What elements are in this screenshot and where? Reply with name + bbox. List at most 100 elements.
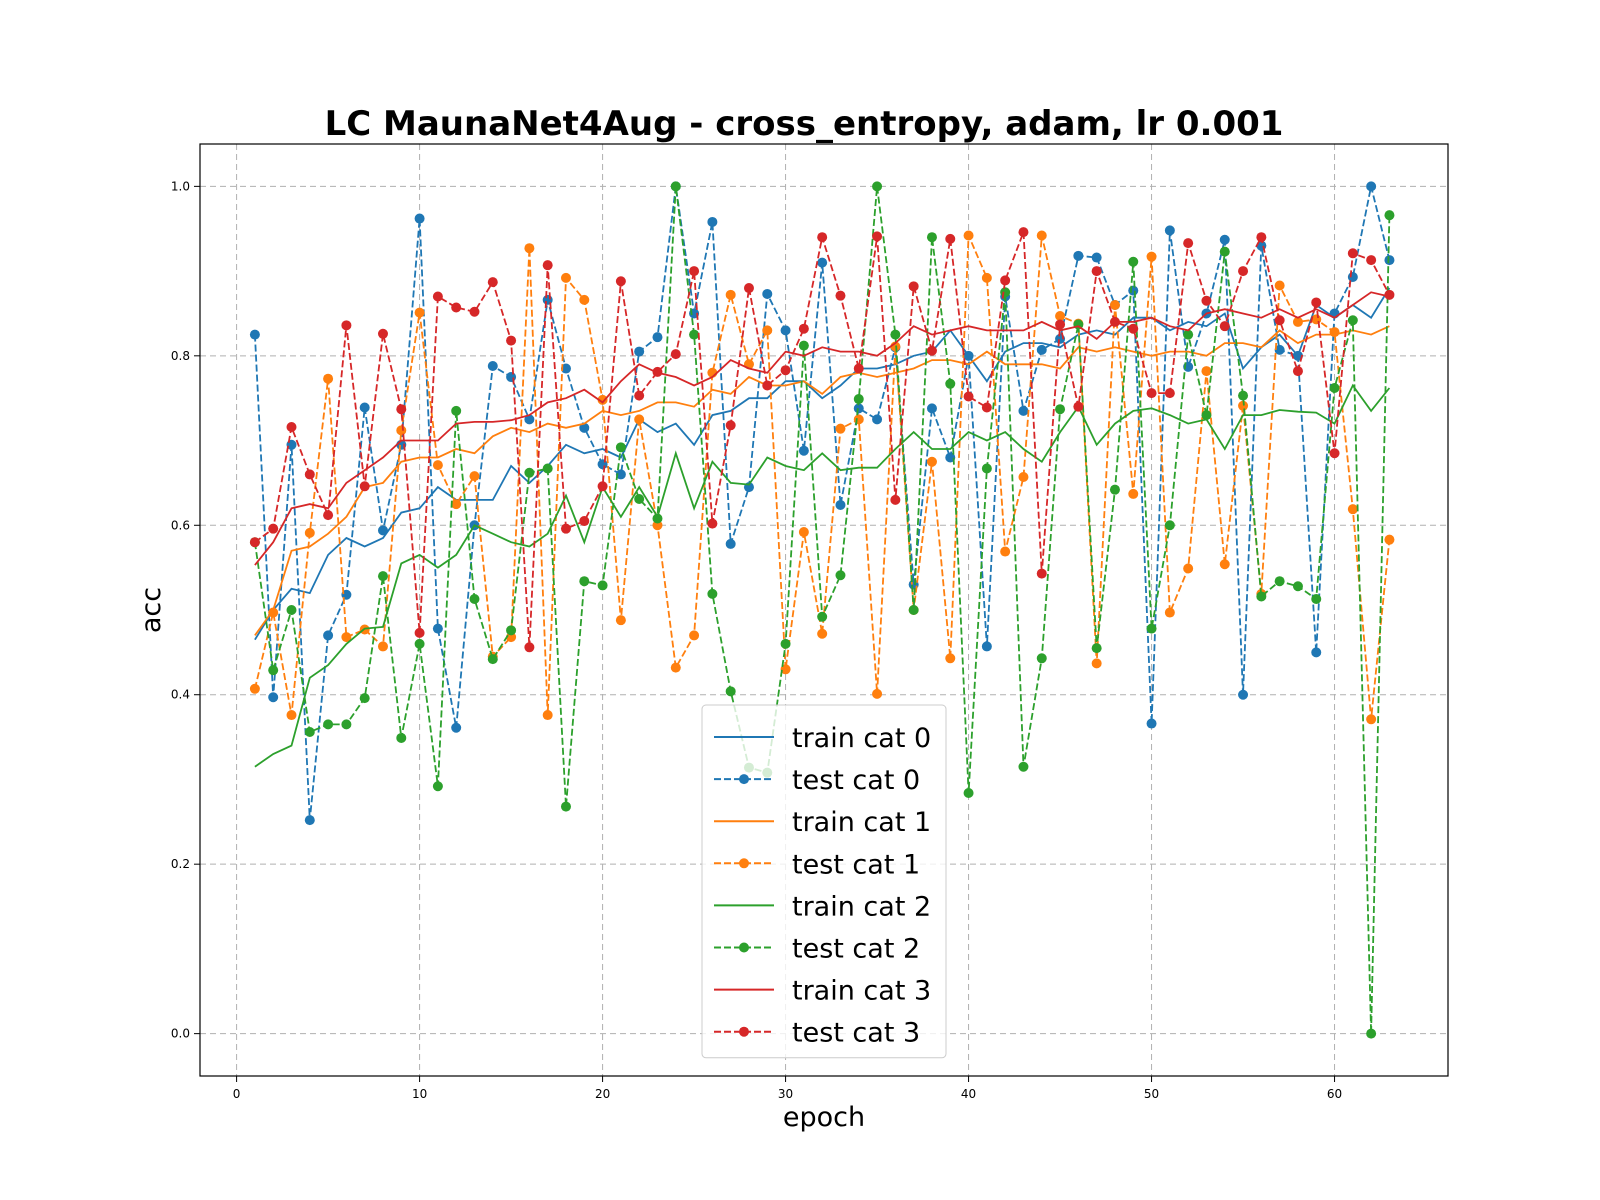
data-point [872, 414, 883, 425]
data-point [377, 571, 388, 582]
data-point [268, 665, 279, 676]
data-point [835, 570, 846, 581]
data-point [396, 732, 407, 743]
data-point [1164, 520, 1175, 531]
plot-frame [199, 143, 1449, 1077]
data-point [1219, 234, 1230, 245]
data-point [707, 216, 718, 227]
data-point [597, 394, 608, 405]
data-point [1073, 401, 1084, 412]
data-point [323, 630, 334, 641]
data-point [377, 525, 388, 536]
data-point [1366, 714, 1377, 725]
data-point [926, 456, 937, 467]
data-point [1256, 591, 1267, 602]
data-point [707, 588, 718, 599]
legend-box [701, 704, 947, 1059]
legend-marker [739, 1026, 749, 1037]
data-point [725, 289, 736, 300]
data-point [1091, 658, 1102, 669]
x-tick-label: 50 [1144, 1087, 1159, 1101]
x-tick-label: 30 [778, 1087, 793, 1101]
data-point [323, 510, 334, 521]
data-point [487, 654, 498, 665]
legend-label: train cat 2 [792, 891, 931, 922]
legend-label: test cat 2 [792, 934, 920, 965]
data-point [1219, 321, 1230, 332]
data-point [1329, 327, 1340, 338]
data-point [689, 329, 700, 340]
data-point [945, 233, 956, 244]
data-point [762, 380, 773, 391]
data-point [304, 527, 315, 538]
data-point [780, 325, 791, 336]
data-point [249, 537, 260, 548]
legend-item: train cat 1 [714, 807, 931, 838]
data-point [908, 605, 919, 615]
data-point [1201, 410, 1212, 421]
data-point [1347, 315, 1358, 326]
series-test-cat-3 [249, 227, 1395, 653]
data-point [963, 230, 974, 241]
data-point [798, 527, 809, 538]
data-point [1347, 272, 1358, 283]
data-point [817, 611, 828, 622]
data-point [945, 653, 956, 664]
data-point [1146, 718, 1157, 729]
data-point [963, 788, 974, 799]
data-point [1036, 568, 1047, 579]
data-point [524, 467, 535, 478]
data-point [1238, 266, 1249, 277]
data-point [853, 394, 864, 405]
series-train-cat-2 [254, 383, 1391, 768]
data-point [817, 257, 828, 268]
legend-label: train cat 3 [792, 976, 931, 1007]
data-point [359, 402, 370, 413]
data-point [853, 363, 864, 374]
data-point [1274, 315, 1285, 326]
data-point [1238, 689, 1249, 700]
data-point [1384, 255, 1395, 266]
data-point [1146, 251, 1157, 262]
data-point [1183, 563, 1194, 574]
data-point [634, 346, 645, 357]
data-point [1164, 607, 1175, 618]
legend-label: test cat 1 [792, 849, 920, 880]
data-point [1311, 314, 1322, 325]
data-point [1384, 289, 1395, 300]
legend-marker [739, 858, 749, 869]
data-point [323, 373, 334, 384]
data-point [1000, 287, 1011, 298]
data-point [249, 683, 260, 694]
data-point [579, 516, 590, 527]
data-point [414, 307, 425, 318]
data-point [853, 414, 864, 425]
series-test-cat-1 [249, 230, 1395, 725]
data-point [1366, 255, 1377, 266]
data-point [762, 288, 773, 299]
data-point [615, 442, 626, 453]
data-point [268, 692, 279, 703]
data-point [670, 662, 681, 673]
x-tick-label: 0 [233, 1087, 241, 1101]
data-point [1055, 310, 1066, 321]
data-point [268, 523, 279, 534]
data-point [926, 345, 937, 356]
x-tick-label: 60 [1327, 1087, 1342, 1101]
data-point [1311, 593, 1322, 604]
series-line [254, 291, 1390, 566]
data-point [1347, 504, 1358, 515]
data-point [1329, 448, 1340, 459]
data-point [451, 499, 462, 510]
data-point [1366, 1028, 1377, 1039]
y-tick-label: 0.4 [171, 688, 190, 702]
x-tick-label: 20 [595, 1087, 610, 1101]
data-point [652, 366, 663, 377]
data-point [872, 688, 883, 699]
data-point [377, 641, 388, 652]
data-point [835, 499, 846, 510]
y-tick-label: 0.2 [171, 857, 190, 871]
data-point [542, 463, 553, 474]
legend-marker [739, 942, 749, 953]
